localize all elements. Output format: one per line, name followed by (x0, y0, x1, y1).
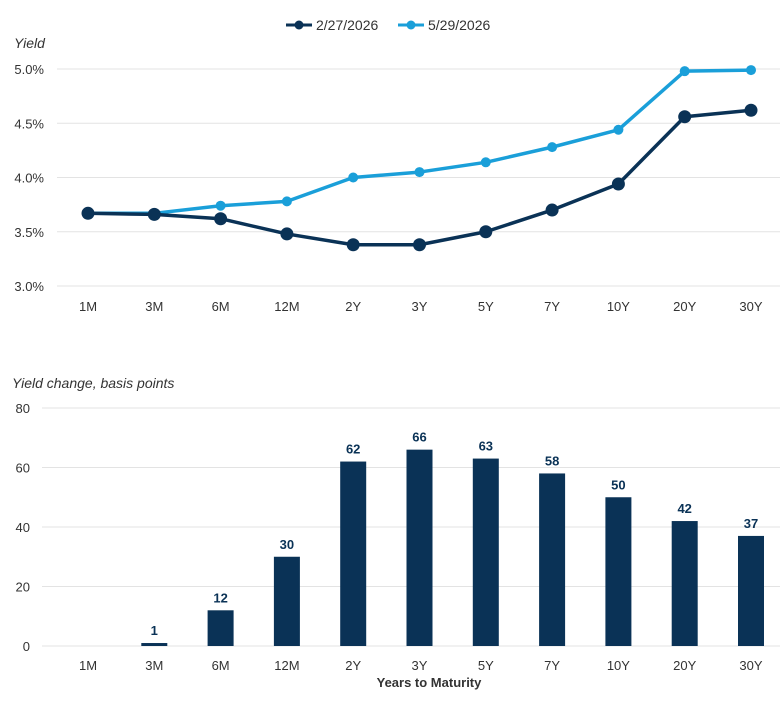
data-point (679, 66, 690, 77)
x-tick-label: 2Y (345, 658, 361, 673)
legend: 2/27/2026 5/29/2026 (286, 17, 490, 33)
data-point (414, 167, 425, 178)
legend-marker-1 (406, 20, 416, 30)
bar (207, 610, 234, 646)
x-tick-label: 3M (145, 299, 163, 314)
x-tick-label: 7Y (544, 299, 560, 314)
x-tick-label: 7Y (544, 658, 560, 673)
y-tick-label: 4.5% (14, 116, 44, 131)
y-tick-label: 3.5% (14, 225, 44, 240)
x-tick-label: 12M (274, 299, 299, 314)
y-tick-label: 60 (16, 461, 30, 476)
y-tick-label: 80 (16, 401, 30, 416)
y-tick-label: 0 (23, 639, 30, 654)
bar (605, 497, 632, 646)
yield-change-bar-chart: Yield change, basis points 0 20 40 60 80 1M 1 3M… (12, 375, 780, 690)
data-point (479, 225, 493, 239)
x-tick-label: 2Y (345, 299, 361, 314)
x-tick-label: 30Y (739, 658, 762, 673)
bar (340, 461, 367, 646)
bar-data-label: 37 (744, 516, 758, 531)
bar (472, 458, 499, 646)
x-tick-label: 20Y (673, 299, 696, 314)
data-point (613, 124, 624, 135)
series-line (88, 68, 752, 216)
data-point (348, 172, 359, 183)
x-tick-label: 10Y (607, 299, 630, 314)
bar-data-label: 12 (213, 590, 227, 605)
x-tick-label: 3M (145, 658, 163, 673)
x-tick-label: 1M (79, 658, 97, 673)
x-tick-label: 5Y (478, 299, 494, 314)
x-tick-label: 20Y (673, 658, 696, 673)
y-tick-label: 40 (16, 520, 30, 535)
bar-data-label: 1 (151, 623, 158, 638)
bar-data-label: 66 (412, 430, 426, 445)
x-axis-title: Years to Maturity (377, 675, 483, 690)
x-tick-label: 12M (274, 658, 299, 673)
y-tick-label: 20 (16, 580, 30, 595)
legend-label-0: 2/27/2026 (316, 17, 378, 33)
data-point (746, 65, 756, 76)
data-point (280, 227, 294, 241)
data-point (545, 203, 559, 217)
data-point (214, 212, 228, 226)
y-tick-label: 3.0% (14, 279, 44, 294)
data-point (81, 206, 95, 220)
bar (406, 449, 433, 646)
x-tick-label: 3Y (412, 658, 428, 673)
bar (273, 556, 300, 646)
x-tick-label: 6M (212, 299, 230, 314)
data-point (346, 238, 360, 252)
legend-label-1: 5/29/2026 (428, 17, 490, 33)
bar (141, 643, 168, 646)
x-tick-label: 6M (212, 658, 230, 673)
x-tick-label: 10Y (607, 658, 630, 673)
data-point (678, 110, 692, 124)
y-axis-title: Yield change, basis points (12, 375, 174, 391)
data-point (611, 177, 625, 191)
bar-data-label: 30 (280, 537, 294, 552)
legend-marker-0 (294, 20, 304, 30)
data-point (147, 207, 161, 221)
data-point (215, 200, 226, 211)
data-point (480, 157, 491, 168)
bar-data-label: 58 (545, 453, 559, 468)
data-point (413, 238, 426, 252)
bar-data-label: 62 (346, 442, 360, 457)
x-tick-label: 5Y (478, 658, 494, 673)
y-tick-label: 4.0% (14, 171, 44, 186)
x-tick-label: 3Y (412, 299, 428, 314)
y-tick-label: 5.0% (14, 62, 44, 77)
bar-data-label: 42 (677, 501, 691, 516)
x-tick-label: 1M (79, 299, 97, 314)
bar-data-label: 63 (479, 439, 493, 454)
bar-data-label: 50 (611, 477, 625, 492)
bar (539, 473, 566, 646)
bar (671, 521, 698, 646)
data-point (281, 196, 292, 207)
y-axis-title: Yield (14, 35, 46, 51)
yield-line-chart: 2/27/2026 5/29/2026 Yield 3.0% 3.5% 4.0% 4.5% 5… (14, 17, 780, 314)
data-point (547, 142, 558, 153)
x-tick-label: 30Y (739, 299, 762, 314)
bar (738, 535, 764, 646)
data-point (744, 103, 758, 117)
